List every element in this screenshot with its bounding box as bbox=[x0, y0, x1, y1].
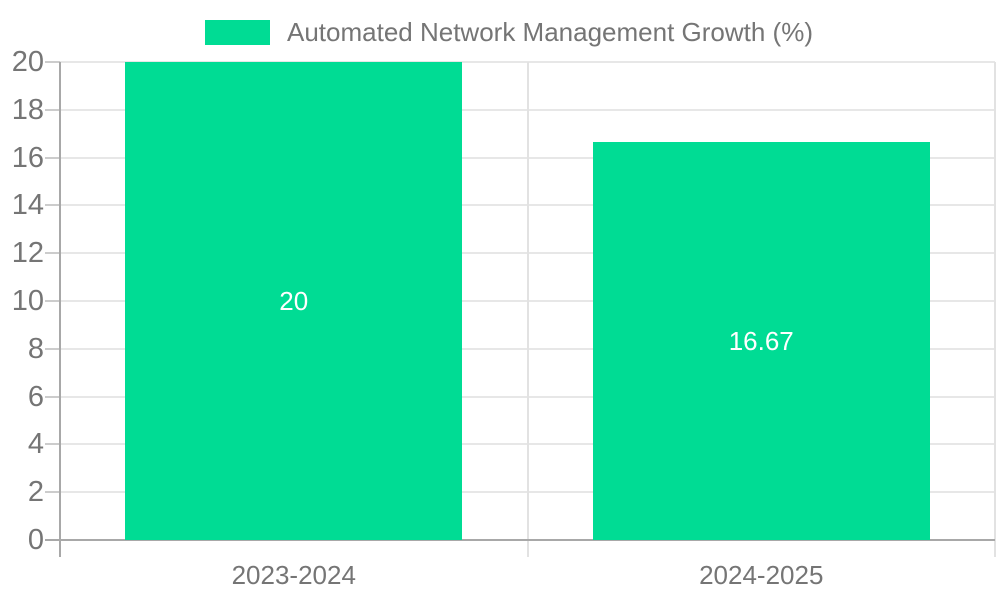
y-tick-label: 2 bbox=[27, 476, 44, 509]
y-tick-label: 16 bbox=[11, 141, 44, 174]
y-tick bbox=[45, 204, 60, 207]
legend-swatch bbox=[205, 20, 270, 45]
y-tick bbox=[45, 252, 60, 255]
x-gridline bbox=[994, 62, 996, 557]
y-tick bbox=[45, 108, 60, 111]
y-tick bbox=[45, 156, 60, 159]
bar-2023-2024 bbox=[125, 62, 463, 540]
bar-data-label: 20 bbox=[279, 286, 309, 316]
y-tick-label: 14 bbox=[11, 189, 44, 222]
y-tick-label: 20 bbox=[11, 46, 44, 78]
bar-data-label: 16.67 bbox=[728, 325, 794, 356]
y-tick bbox=[45, 491, 60, 494]
y-tick-label: 8 bbox=[27, 332, 44, 365]
y-tick-label: 12 bbox=[11, 237, 44, 270]
bar-2024-2025 bbox=[592, 141, 930, 540]
x-tick-label-2024-2025: 2024-2025 bbox=[699, 560, 824, 590]
legend-label: Automated Network Management Growth (%) bbox=[287, 17, 813, 47]
y-tick-label: 4 bbox=[27, 428, 44, 461]
y-tick-label: 6 bbox=[27, 380, 44, 413]
y-tick bbox=[45, 347, 60, 350]
legend-item[interactable]: Automated Network Management Growth (%) bbox=[205, 17, 813, 47]
x-gridline bbox=[526, 62, 529, 557]
x-tick-label-2023-2024: 2023-2024 bbox=[231, 560, 356, 590]
x-axis-line bbox=[45, 539, 995, 541]
y-tick bbox=[45, 300, 60, 302]
y-tick-label: 10 bbox=[11, 285, 44, 317]
y-tick-label: 0 bbox=[27, 524, 44, 556]
y-tick bbox=[45, 395, 60, 398]
y-tick bbox=[45, 443, 60, 446]
y-tick-label: 18 bbox=[11, 93, 44, 126]
y-axis-line bbox=[59, 62, 61, 557]
y-tick bbox=[45, 61, 60, 63]
